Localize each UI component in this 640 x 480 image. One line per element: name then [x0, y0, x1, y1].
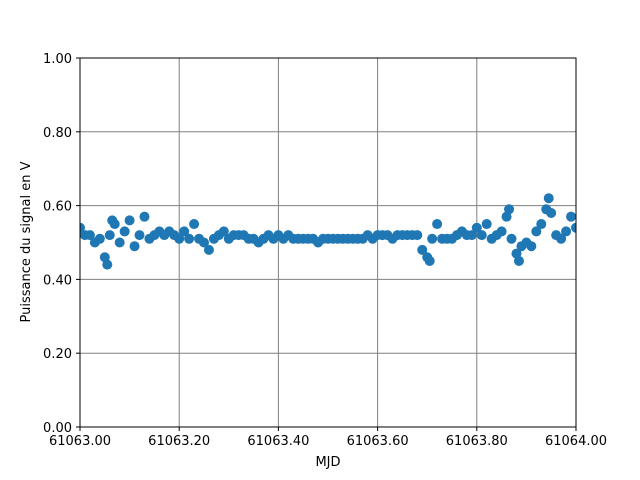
y-tick-label: 0.00 — [43, 421, 72, 436]
point — [84, 230, 95, 241]
point — [189, 219, 200, 230]
y-tick-label: 0.80 — [43, 126, 72, 141]
point — [94, 233, 105, 244]
point — [561, 226, 572, 237]
point — [412, 230, 423, 241]
point — [424, 255, 435, 266]
point — [139, 211, 150, 222]
point — [119, 226, 130, 237]
point — [506, 233, 517, 244]
point — [432, 219, 443, 230]
point — [513, 255, 524, 266]
plot-frame — [79, 57, 577, 428]
point — [556, 233, 567, 244]
y-tick-label: 0.20 — [43, 347, 72, 362]
ticks: 61063.00 61063.20 61063.40 61063.60 61063.80… — [43, 52, 607, 449]
point — [566, 211, 576, 222]
point — [179, 226, 190, 237]
x-tick-label: 61063.00 — [49, 434, 111, 449]
point — [536, 219, 547, 230]
point — [109, 219, 120, 230]
point — [80, 222, 85, 233]
x-tick-label: 61063.60 — [347, 434, 409, 449]
y-axis-label: Puissance du signal en V — [19, 161, 34, 322]
point — [546, 207, 557, 218]
y-tick-label: 0.40 — [43, 273, 72, 288]
point — [427, 233, 438, 244]
point — [466, 230, 477, 241]
point — [124, 215, 135, 226]
point — [114, 237, 125, 248]
point — [184, 233, 195, 244]
x-tick-label: 61063.40 — [247, 434, 309, 449]
point — [218, 226, 229, 237]
point — [203, 244, 214, 255]
y-tick-label: 1.00 — [43, 52, 72, 67]
point — [471, 222, 482, 233]
point — [496, 226, 507, 237]
point — [481, 219, 492, 230]
point — [571, 222, 576, 233]
point — [104, 230, 115, 241]
point — [526, 241, 537, 252]
y-tick-label: 0.60 — [43, 200, 72, 215]
point — [543, 193, 554, 204]
point — [531, 226, 542, 237]
point — [199, 237, 209, 248]
x-axis-label: MJD — [315, 455, 340, 470]
points — [80, 193, 576, 270]
point — [134, 230, 145, 241]
x-tick-label: 61064.00 — [545, 434, 607, 449]
point — [174, 233, 185, 244]
point — [504, 204, 515, 215]
point — [102, 259, 113, 270]
point — [129, 241, 140, 252]
x-tick-label: 61063.20 — [148, 434, 210, 449]
x-tick-label: 61063.80 — [446, 434, 508, 449]
point — [417, 244, 428, 255]
point — [476, 230, 487, 241]
